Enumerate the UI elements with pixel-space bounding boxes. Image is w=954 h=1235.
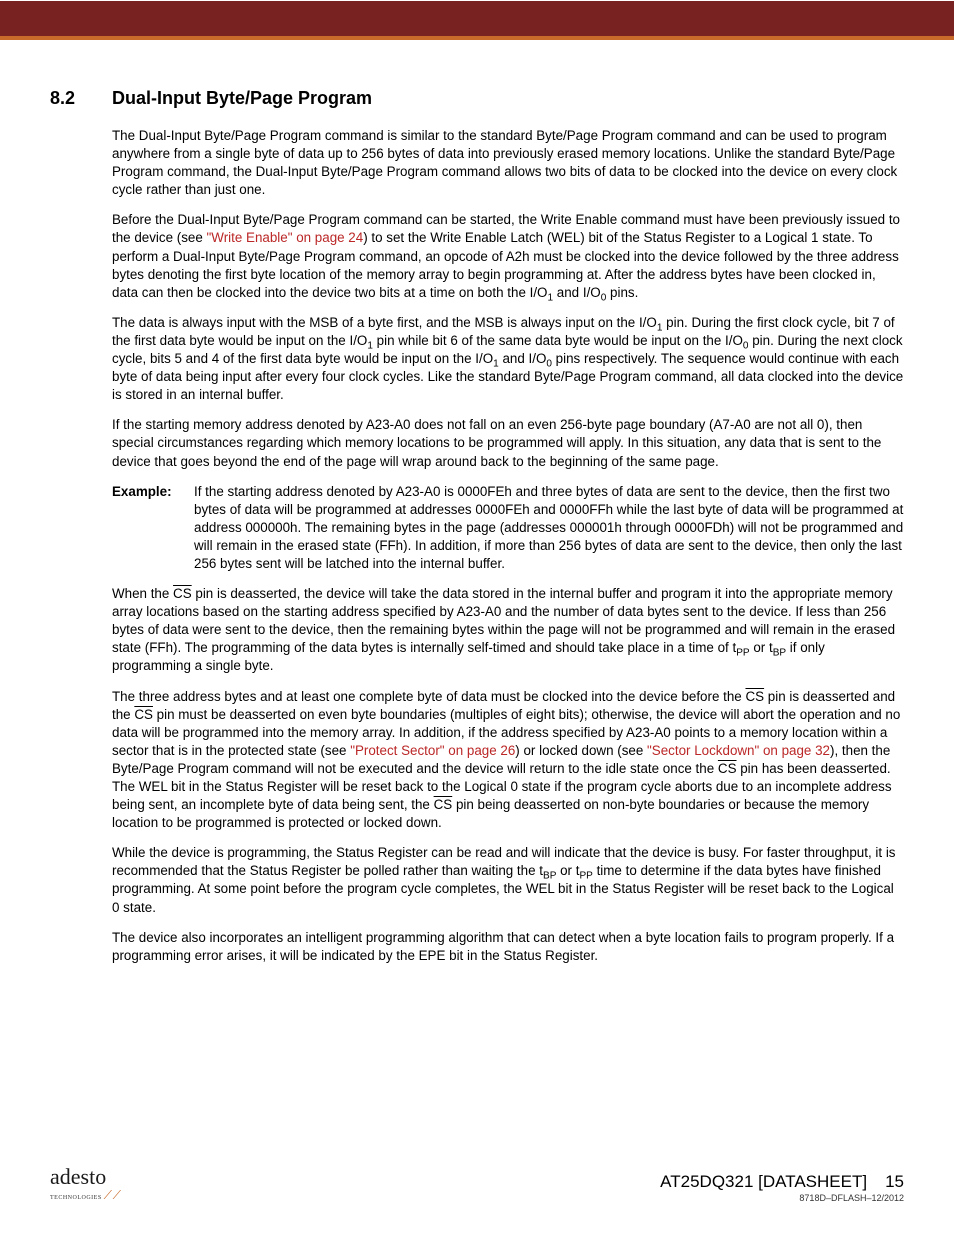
section-title: Dual-Input Byte/Page Program	[112, 88, 372, 109]
text: and I/O	[553, 285, 601, 300]
footer-right: AT25DQ321 [DATASHEET] 15 8718D–DFLASH–12/…	[660, 1172, 904, 1203]
cross-ref-link[interactable]: "Protect Sector" on page 26	[350, 743, 515, 758]
example-label: Example:	[112, 483, 180, 573]
subscript: PP	[736, 648, 749, 659]
paragraph: Before the Dual-Input Byte/Page Program …	[112, 211, 904, 301]
cross-ref-link[interactable]: "Write Enable" on page 24	[207, 230, 364, 245]
signal-cs: CS	[173, 586, 192, 601]
paragraph: The device also incorporates an intellig…	[112, 929, 904, 965]
paragraph: The three address bytes and at least one…	[112, 688, 904, 833]
section-heading: 8.2 Dual-Input Byte/Page Program	[50, 88, 904, 109]
signal-cs: CS	[434, 797, 453, 812]
doc-title: AT25DQ321 [DATASHEET]	[660, 1172, 867, 1191]
text: pin is deasserted, the device will take …	[112, 586, 895, 655]
logo-text: adesto	[50, 1164, 106, 1189]
body-text: The Dual-Input Byte/Page Program command…	[112, 127, 904, 965]
paragraph: The Dual-Input Byte/Page Program command…	[112, 127, 904, 199]
section-number: 8.2	[50, 88, 88, 109]
signal-cs: CS	[718, 761, 737, 776]
paragraph: If the starting memory address denoted b…	[112, 416, 904, 470]
text: pins.	[606, 285, 638, 300]
cross-ref-link[interactable]: "Sector Lockdown" on page 32	[647, 743, 830, 758]
logo-tagline: TECHNOLOGIES ⟋⟋	[50, 1188, 121, 1203]
text: pin while bit 6 of the same data byte wo…	[373, 333, 743, 348]
text: The data is always input with the MSB of…	[112, 315, 657, 330]
text: and I/O	[499, 351, 547, 366]
doc-code: 8718D–DFLASH–12/2012	[660, 1193, 904, 1203]
swoosh-icon: ⟋⟋	[104, 1188, 122, 1202]
paragraph: The data is always input with the MSB of…	[112, 314, 904, 404]
signal-cs: CS	[745, 689, 764, 704]
header-bar	[0, 0, 954, 40]
text: When the	[112, 586, 173, 601]
text: ) or locked down (see	[515, 743, 647, 758]
page-content: 8.2 Dual-Input Byte/Page Program The Dua…	[0, 40, 954, 965]
paragraph: While the device is programming, the Sta…	[112, 844, 904, 916]
text: or t	[750, 640, 773, 655]
text: The three address bytes and at least one…	[112, 689, 745, 704]
example-text: If the starting address denoted by A23-A…	[194, 483, 904, 573]
doc-title-line: AT25DQ321 [DATASHEET] 15	[660, 1172, 904, 1192]
example-block: Example: If the starting address denoted…	[112, 483, 904, 573]
page-number: 15	[885, 1172, 904, 1191]
paragraph: When the CS pin is deasserted, the devic…	[112, 585, 904, 675]
text: or t	[556, 863, 579, 878]
subscript: BP	[773, 648, 786, 659]
signal-cs: CS	[134, 707, 153, 722]
brand-logo: adesto TECHNOLOGIES ⟋⟋	[50, 1164, 121, 1203]
page-footer: adesto TECHNOLOGIES ⟋⟋ AT25DQ321 [DATASH…	[0, 1164, 954, 1203]
